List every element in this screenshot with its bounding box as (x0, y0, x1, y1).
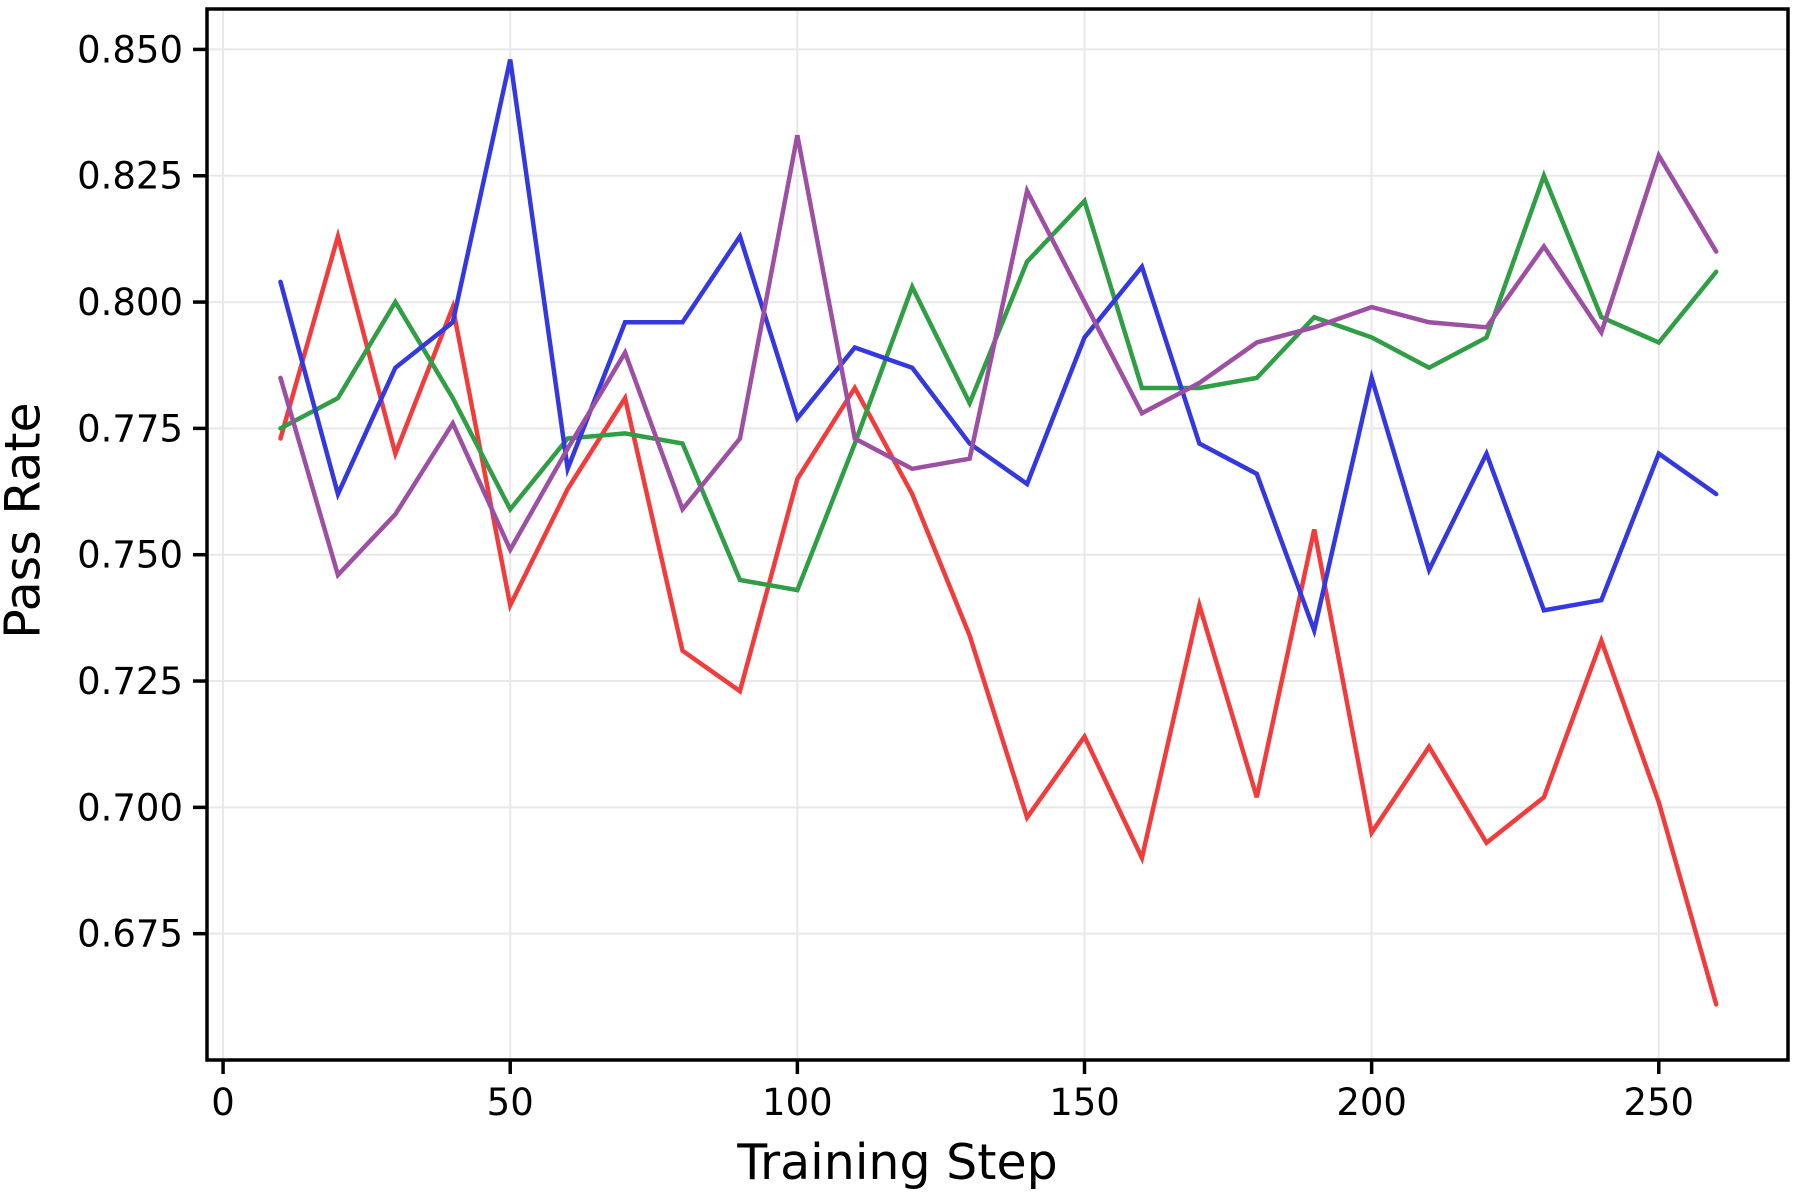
y-tick-label: 0.675 (77, 913, 183, 956)
plot-border (205, 7, 1790, 1062)
ticks (193, 47, 1661, 1074)
y-tick-label: 0.725 (77, 660, 183, 703)
gridlines (207, 9, 1788, 1060)
x-tick-label: 150 (1049, 1081, 1120, 1124)
x-tick-label: 250 (1623, 1081, 1694, 1124)
y-tick-label: 0.800 (77, 281, 183, 324)
y-tick-label: 0.825 (77, 155, 183, 198)
y-tick-label: 0.750 (77, 534, 183, 577)
series-blue-line (278, 59, 1719, 639)
x-tick-label: 200 (1336, 1081, 1407, 1124)
x-tick-label: 100 (762, 1081, 833, 1124)
y-tick-label: 0.775 (77, 407, 183, 450)
x-tick-label: 0 (211, 1081, 235, 1124)
series-red-line (278, 227, 1719, 1007)
y-tick-label: 0.850 (77, 28, 183, 71)
x-axis-title: Training Step (737, 1134, 1058, 1191)
x-tick-label: 50 (487, 1081, 534, 1124)
y-axis-title: Pass Rate (0, 402, 52, 639)
series-purple-line (278, 134, 1719, 580)
y-tick-label: 0.700 (77, 786, 183, 829)
